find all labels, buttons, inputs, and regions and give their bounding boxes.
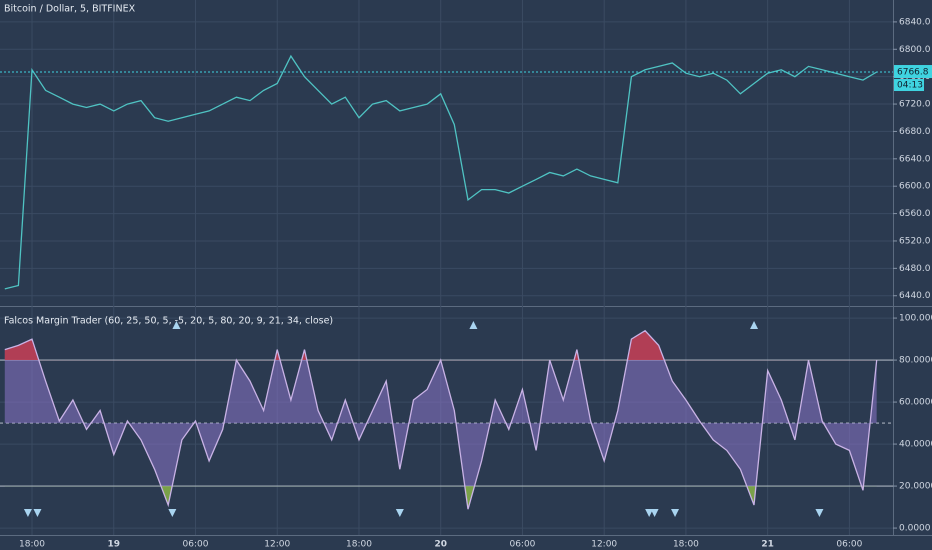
x-tick-label: 20	[434, 540, 447, 550]
x-tick-label: 18:00	[673, 540, 699, 550]
y-tick-label: 40.0000	[899, 440, 932, 450]
y-tick-label: 6480.0	[899, 264, 931, 274]
last-price-box	[894, 65, 932, 79]
up-arrow	[172, 321, 181, 329]
countdown-label: 04:13	[897, 81, 923, 91]
oscillator-band	[4, 330, 877, 510]
down-arrow	[671, 509, 680, 517]
y-tick-label: 100.0000	[899, 314, 932, 324]
up-arrow	[750, 321, 759, 329]
x-tick-label: 06:00	[183, 540, 209, 550]
down-arrow	[395, 509, 404, 517]
x-tick-label: 18:00	[19, 540, 45, 550]
y-tick-label: 6840.0	[899, 17, 931, 27]
down-arrow	[645, 509, 654, 517]
y-tick-label: 20.0000	[899, 482, 932, 492]
y-tick-label: 6720.0	[899, 100, 931, 110]
last-price-label: 6766.8	[897, 68, 929, 78]
plot	[4, 54, 878, 510]
x-tick-label: 06:00	[836, 540, 862, 550]
series-line	[4, 54, 878, 290]
x-tick-label: 12:00	[264, 540, 290, 550]
x-tick-label: 21	[761, 540, 774, 550]
y-tick-label: 6440.0	[899, 291, 931, 301]
y-tick-label: 6640.0	[899, 154, 931, 164]
y-tick-label: 6680.0	[899, 127, 931, 137]
y-tick-label: 6800.0	[899, 45, 931, 55]
x-tick-label: 12:00	[591, 540, 617, 550]
x-tick-label: 19	[107, 540, 120, 550]
y-tick-label: 80.0000	[899, 356, 932, 366]
indicator-title: Falcos Margin Trader (60, 25, 50, 5, -5,…	[4, 316, 333, 327]
countdown-box	[894, 79, 924, 92]
y-tick-label: 6600.0	[899, 182, 931, 192]
series-line	[4, 329, 878, 510]
y-tick-label: 0.0000	[899, 524, 931, 534]
down-arrow	[23, 509, 32, 517]
down-arrow	[168, 509, 177, 517]
price-title: Bitcoin / Dollar, 5, BITFINEX	[4, 4, 136, 15]
down-arrow	[650, 509, 659, 517]
up-arrow	[469, 321, 478, 329]
x-tick-label: 18:00	[346, 540, 372, 550]
down-arrow	[815, 509, 824, 517]
y-tick-label: 60.0000	[899, 398, 932, 408]
down-arrow	[33, 509, 42, 517]
y-tick-label: 6520.0	[899, 236, 931, 246]
x-tick-label: 06:00	[509, 540, 535, 550]
y-tick-label: 6560.0	[899, 209, 931, 219]
